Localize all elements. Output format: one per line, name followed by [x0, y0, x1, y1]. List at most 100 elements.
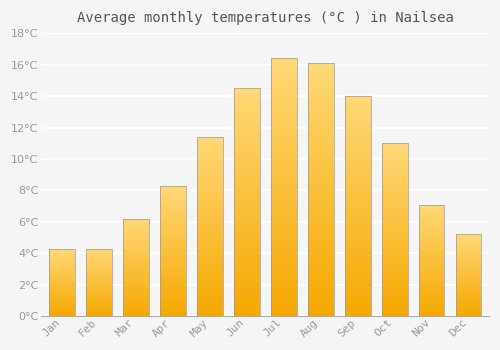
Bar: [48, 248, 74, 249]
Bar: [308, 78, 334, 81]
Bar: [234, 141, 260, 143]
Bar: [270, 123, 296, 125]
Bar: [234, 93, 260, 95]
Bar: [344, 299, 370, 301]
Bar: [234, 312, 260, 314]
Bar: [418, 256, 444, 257]
Bar: [418, 204, 444, 316]
Bar: [196, 169, 222, 171]
Bar: [382, 257, 407, 259]
Bar: [122, 300, 148, 301]
Bar: [122, 279, 148, 280]
Bar: [418, 304, 444, 305]
Bar: [382, 287, 407, 288]
Bar: [86, 299, 112, 300]
Bar: [160, 262, 186, 264]
Bar: [160, 194, 186, 195]
Bar: [418, 211, 444, 212]
Bar: [270, 61, 296, 63]
Bar: [196, 196, 222, 198]
Bar: [48, 294, 74, 295]
Bar: [160, 271, 186, 272]
Bar: [196, 216, 222, 218]
Bar: [160, 256, 186, 257]
Bar: [86, 305, 112, 306]
Bar: [418, 214, 444, 215]
Bar: [234, 191, 260, 193]
Bar: [456, 267, 481, 268]
Bar: [344, 312, 370, 314]
Bar: [418, 230, 444, 231]
Bar: [308, 144, 334, 147]
Bar: [308, 184, 334, 187]
Bar: [160, 277, 186, 278]
Bar: [456, 315, 481, 316]
Bar: [234, 175, 260, 177]
Bar: [456, 260, 481, 261]
Bar: [270, 66, 296, 69]
Bar: [160, 217, 186, 218]
Bar: [308, 281, 334, 283]
Bar: [308, 172, 334, 174]
Bar: [456, 278, 481, 279]
Bar: [382, 145, 407, 147]
Bar: [122, 234, 148, 235]
Bar: [418, 276, 444, 277]
Bar: [122, 301, 148, 302]
Bar: [270, 270, 296, 272]
Bar: [86, 255, 112, 256]
Bar: [196, 159, 222, 160]
Bar: [344, 118, 370, 120]
Bar: [122, 302, 148, 303]
Bar: [344, 169, 370, 171]
Bar: [344, 180, 370, 182]
Bar: [196, 162, 222, 164]
Bar: [48, 303, 74, 304]
Bar: [270, 69, 296, 71]
Bar: [344, 175, 370, 177]
Bar: [382, 268, 407, 270]
Bar: [344, 235, 370, 237]
Bar: [344, 213, 370, 215]
Bar: [234, 236, 260, 239]
Bar: [234, 252, 260, 254]
Bar: [196, 232, 222, 234]
Bar: [160, 311, 186, 312]
Bar: [344, 276, 370, 279]
Bar: [456, 268, 481, 269]
Bar: [418, 234, 444, 236]
Bar: [382, 247, 407, 249]
Bar: [234, 145, 260, 147]
Bar: [270, 172, 296, 174]
Bar: [418, 209, 444, 210]
Bar: [122, 280, 148, 281]
Bar: [308, 71, 334, 73]
Bar: [382, 195, 407, 197]
Bar: [48, 291, 74, 292]
Bar: [456, 258, 481, 259]
Bar: [196, 176, 222, 178]
Bar: [122, 278, 148, 279]
Bar: [344, 241, 370, 244]
Bar: [308, 293, 334, 296]
Bar: [196, 241, 222, 243]
Bar: [122, 219, 148, 220]
Bar: [234, 218, 260, 220]
Bar: [344, 305, 370, 307]
Bar: [234, 298, 260, 300]
Bar: [234, 200, 260, 202]
Bar: [196, 146, 222, 148]
Bar: [234, 120, 260, 122]
Bar: [456, 304, 481, 306]
Bar: [270, 187, 296, 190]
Bar: [196, 205, 222, 207]
Bar: [270, 197, 296, 200]
Bar: [234, 284, 260, 287]
Bar: [270, 102, 296, 105]
Bar: [122, 253, 148, 254]
Bar: [196, 313, 222, 314]
Bar: [160, 186, 186, 187]
Bar: [270, 252, 296, 254]
Bar: [456, 259, 481, 260]
Bar: [48, 282, 74, 283]
